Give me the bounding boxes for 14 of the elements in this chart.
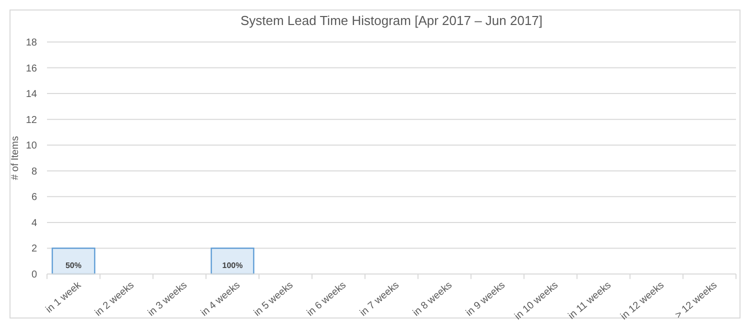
y-tick-label: 6 [31, 192, 38, 204]
y-tick-label: 0 [31, 270, 38, 280]
y-tick-label: 16 [26, 63, 38, 74]
y-tick-label: 8 [31, 166, 38, 178]
y-tick-label: 14 [26, 89, 38, 100]
chart-title: System Lead Time Histogram [Apr 2017 – Jun 2017] [240, 13, 543, 28]
y-axis-title: # of Items [10, 136, 21, 180]
annotation: 50% [65, 260, 82, 270]
y-tick-label: 18 [26, 38, 38, 48]
annotation: 100% [222, 260, 243, 270]
y-tick-label: 10 [26, 140, 38, 152]
y-tick-label: 2 [31, 244, 38, 255]
y-tick-label: 4 [31, 218, 38, 229]
y-tick-label: 12 [26, 114, 38, 126]
